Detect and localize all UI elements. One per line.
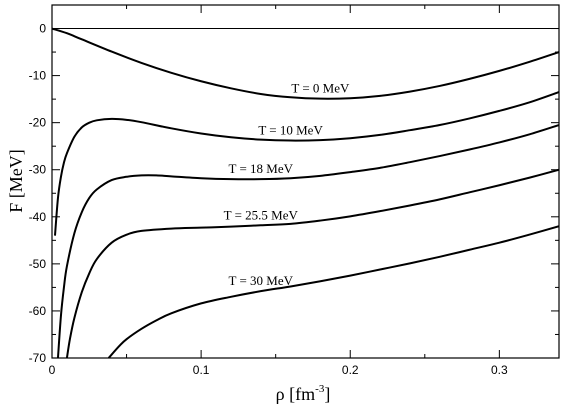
- x-tick-label: 0.2: [342, 363, 359, 377]
- series-label-5: T = 30 MeV: [229, 273, 294, 288]
- y-tick-label: -10: [29, 69, 47, 83]
- y-tick-label: -20: [29, 116, 47, 130]
- curve-label-layer: T = 0 MeV T = 10 MeV T = 18 MeV T = 25.5 Me…: [224, 81, 350, 289]
- series-label-3: T = 18 MeV: [229, 161, 294, 176]
- y-tick-label: -50: [29, 257, 47, 271]
- series-line-4: [65, 168, 559, 358]
- y-axis-label: F [MeV]: [6, 149, 26, 213]
- y-tick-label: -60: [29, 304, 47, 318]
- x-axis-label-end: ]: [324, 384, 330, 404]
- x-axis-label-superscript: -3: [315, 383, 325, 395]
- x-tick-label: 0: [49, 363, 56, 377]
- y-tick-label: -70: [29, 351, 47, 365]
- y-tick-label: -30: [29, 163, 47, 177]
- x-tick-label: 0.3: [491, 363, 508, 377]
- series-label-4: T = 25.5 MeV: [224, 207, 299, 222]
- series-line-2: [53, 91, 559, 236]
- series-line-5: [107, 225, 559, 358]
- series-label-1: T = 0 MeV: [291, 81, 350, 96]
- x-tick-label: 0.1: [193, 363, 210, 377]
- x-axis-label: ρ [fm-3]: [276, 383, 331, 404]
- series-line-3: [56, 124, 559, 358]
- y-tick-label: -40: [29, 210, 47, 224]
- series-layer: [52, 27, 559, 358]
- y-tick-label: 0: [39, 22, 46, 36]
- plot-frame: [51, 4, 560, 359]
- tick-layer: 0-10-20-30-40-50-60-700 0.1 0.2 0.3: [29, 5, 559, 377]
- x-axis-label-main: ρ [fm: [276, 384, 315, 404]
- series-label-2: T = 10 MeV: [258, 123, 323, 138]
- series-line-1: [52, 27, 559, 100]
